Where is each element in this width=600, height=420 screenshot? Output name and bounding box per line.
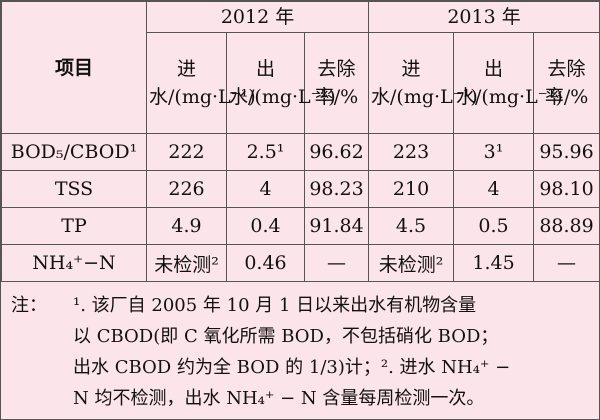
table-cell: BOD₅/CBOD¹ (1, 133, 147, 171)
note-line: 出水 CBOD 约为全 BOD 的 1/3)计；². 进水 NH₄⁺ − (73, 357, 511, 378)
table-cell: 0.5 (453, 207, 535, 245)
header-cell: 2013 年 (368, 1, 600, 33)
header-cell: 项目 (1, 1, 147, 134)
table-head: 项目 2012 年 2013 年进水/(mg·L⁻¹) 出水/(mg·L⁻¹) 去除率/… (1, 1, 600, 134)
data-table: 项目 2012 年 2013 年进水/(mg·L⁻¹) 出水/(mg·L⁻¹) 去除率/… (1, 1, 600, 282)
table-cell: 96.62 (303, 133, 370, 171)
table-cell: TSS (1, 170, 147, 208)
table-cell: 223 (368, 133, 455, 171)
header-cell: 去除率/% (303, 32, 370, 134)
table-cell: 0.46 (226, 244, 305, 282)
header-row: 项目 2012 年 2013 年 (1, 1, 600, 134)
table-cell: 210 (368, 170, 455, 208)
table-cell: 1.45 (453, 244, 535, 282)
note: 注： ¹. 该厂自 2005 年 10 月 1 日以来出水有机物含量以 CBOD… (1, 282, 599, 414)
table-cell: 4 (226, 170, 305, 208)
note-label: 注： (11, 295, 47, 316)
table-cell: 4 (453, 170, 535, 208)
header-cell: 出水/(mg·L⁻¹) (226, 32, 336, 134)
note-line: N 均不检测，出水 NH₄⁺ − N 含量每周检测一次。 (73, 388, 485, 409)
table-cell: 98.23 (303, 170, 370, 208)
table-cell: — (303, 244, 370, 282)
table-cell: 226 (146, 170, 227, 208)
note-line: ¹. 该厂自 2005 年 10 月 1 日以来出水有机物含量 (73, 295, 477, 316)
table-cell: 88.89 (533, 207, 600, 245)
table-cell: 未检测² (146, 244, 227, 282)
table-row: BOD₅/CBOD¹ 222 2.5¹ 96.62 223 3¹ 95.96 (1, 133, 600, 171)
header-cell: 进水/(mg·L⁻¹) (146, 32, 256, 134)
table-cell: NH₄⁺−N (1, 244, 147, 282)
table-row: TSS 226 4 98.23 210 4 98.10 (1, 170, 600, 208)
table-cell: 未检测² (368, 244, 455, 282)
table-cell: 4.9 (146, 207, 227, 245)
table-cell: — (533, 244, 600, 282)
table-cell: 98.10 (533, 170, 600, 208)
table-body: BOD₅/CBOD¹ 222 2.5¹ 96.62 223 3¹ 95.96 TSS 226 4 9… (1, 133, 600, 282)
header-cell: 去除率/% (533, 32, 600, 134)
table-row: NH₄⁺−N 未检测² 0.46— 未检测² 1.45— (1, 244, 600, 282)
table-cell: 4.5 (368, 207, 455, 245)
table-cell: 222 (146, 133, 227, 171)
table-row: TP 4.9 0.4 91.84 4.5 0.5 88.89 (1, 207, 600, 245)
table-cell: 3¹ (453, 133, 535, 171)
note-line: 以 CBOD(即 C 氧化所需 BOD，不包括硝化 BOD； (73, 326, 499, 347)
table-cell: 91.84 (303, 207, 370, 245)
header-row: 进水/(mg·L⁻¹) 出水/(mg·L⁻¹) 去除率/% 进水/(mg·L⁻¹) 出水… (2, 32, 600, 134)
table-cell: 0.4 (226, 207, 305, 245)
table-cell: TP (1, 207, 147, 245)
header-cell: 2012 年 (145, 1, 370, 33)
note-text: ¹. 该厂自 2005 年 10 月 1 日以来出水有机物含量以 CBOD(即 … (73, 290, 510, 414)
header-cell: 进水/(mg·L⁻¹) (368, 32, 478, 134)
header-cell: 出水/(mg·L⁻¹) (453, 32, 563, 134)
table-cell: 95.96 (533, 133, 600, 171)
table-cell: 2.5¹ (226, 133, 305, 171)
